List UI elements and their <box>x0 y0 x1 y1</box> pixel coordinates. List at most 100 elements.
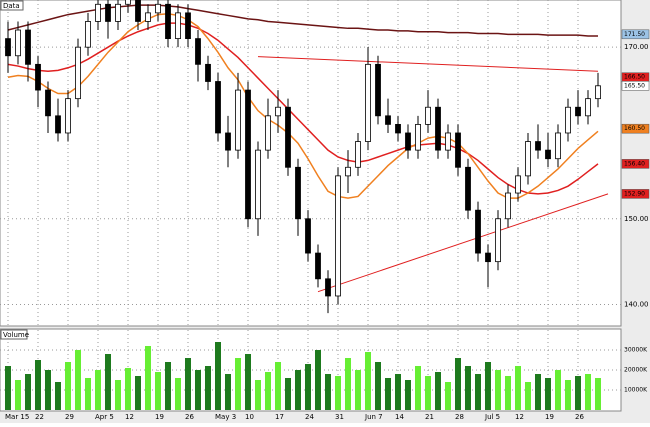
volume-bar <box>145 346 151 410</box>
candle-body <box>65 98 71 134</box>
candle-body <box>395 123 401 134</box>
candle-body <box>205 63 211 82</box>
candle-body <box>135 0 141 22</box>
volume-bar <box>425 376 431 410</box>
x-tick-label: 24 <box>305 413 314 421</box>
volume-bar <box>335 376 341 410</box>
candle-body <box>385 115 391 125</box>
volume-bar <box>175 378 181 410</box>
x-tick-label: 29 <box>65 413 74 421</box>
volume-bar <box>575 376 581 410</box>
volume-bar <box>95 370 101 410</box>
volume-bar <box>155 372 161 410</box>
volume-bar <box>455 358 461 410</box>
candle-body <box>455 132 461 168</box>
x-tick-label: Apr 5 <box>95 413 114 421</box>
candle-body <box>545 149 551 160</box>
candle-body <box>35 63 41 91</box>
candle-body <box>215 81 221 134</box>
y-tick-label: 30000K <box>624 347 648 354</box>
volume-bar <box>505 376 511 410</box>
candle-body <box>595 85 601 100</box>
volume-bar <box>165 362 171 410</box>
x-tick-label: 14 <box>395 413 404 421</box>
volume-bar <box>215 342 221 410</box>
volume-bar <box>225 374 231 410</box>
x-tick-label: 12 <box>125 413 134 421</box>
candle-body <box>315 252 321 280</box>
candle-body <box>75 46 81 100</box>
candle-body <box>495 218 501 263</box>
candle-body <box>515 175 521 194</box>
candle-body <box>85 21 91 48</box>
candle-body <box>435 106 441 151</box>
candle-body <box>305 218 311 254</box>
volume-bar <box>295 370 301 410</box>
volume-bar <box>435 372 441 410</box>
x-tick-label: 10 <box>245 413 254 421</box>
volume-bar <box>545 378 551 410</box>
candle-body <box>535 141 541 151</box>
candle-body <box>165 3 171 40</box>
candle-body <box>525 141 531 177</box>
candle-body <box>365 63 371 142</box>
volume-bar <box>275 362 281 410</box>
x-tick-label: 26 <box>185 413 194 421</box>
volume-bar <box>65 362 71 410</box>
candle-body <box>15 29 21 57</box>
x-tick-label: Jul 5 <box>484 413 500 421</box>
volume-bar <box>235 358 241 410</box>
price-label-box <box>621 29 650 40</box>
volume-bar <box>465 366 471 410</box>
candle-body <box>355 141 361 168</box>
volume-bar <box>25 374 31 410</box>
candle-body <box>555 132 561 160</box>
candle-body <box>465 166 471 211</box>
volume-bar <box>495 370 501 410</box>
volume-title: Volume <box>3 331 29 339</box>
volume-bar <box>365 352 371 410</box>
volume-bar <box>525 382 531 410</box>
volume-bar <box>45 370 51 410</box>
candle-body <box>185 12 191 40</box>
candle-body <box>445 132 451 151</box>
volume-bar <box>305 364 311 410</box>
candle-body <box>485 252 491 263</box>
candle-body <box>325 278 331 297</box>
volume-bar <box>355 370 361 410</box>
volume-bar <box>265 372 271 410</box>
y-tick-label: 20000K <box>624 367 648 374</box>
volume-bar <box>585 374 591 410</box>
x-tick-label: 31 <box>335 413 344 421</box>
price-label: 160.50 <box>624 125 645 132</box>
volume-bar <box>195 370 201 410</box>
candle-body <box>295 166 301 220</box>
candle-body <box>255 149 261 220</box>
volume-bar <box>595 378 601 410</box>
candle-body <box>145 12 151 22</box>
volume-bar <box>325 374 331 410</box>
volume-bar <box>555 370 561 410</box>
volume-bar <box>5 366 11 410</box>
candle-body <box>45 89 51 117</box>
volume-bar <box>75 350 81 410</box>
candle-body <box>125 0 131 5</box>
y-tick-label: 10000K <box>624 387 648 394</box>
volume-bar <box>55 382 61 410</box>
volume-bar <box>245 354 251 410</box>
x-tick-label: 19 <box>155 413 164 421</box>
price-label: 165.50 <box>624 82 645 89</box>
candle-body <box>335 175 341 297</box>
x-tick-label: 12 <box>515 413 524 421</box>
candle-body <box>105 3 111 22</box>
volume-title-box <box>0 329 28 340</box>
volume-bar <box>285 378 291 410</box>
price-label-box <box>621 189 650 199</box>
moving-average <box>7 22 599 195</box>
volume-bar <box>85 378 91 410</box>
y-tick-label: 170.00 <box>624 43 649 51</box>
price-label: 166.50 <box>624 74 645 81</box>
price-label-box <box>621 81 650 91</box>
trendline <box>257 56 599 72</box>
